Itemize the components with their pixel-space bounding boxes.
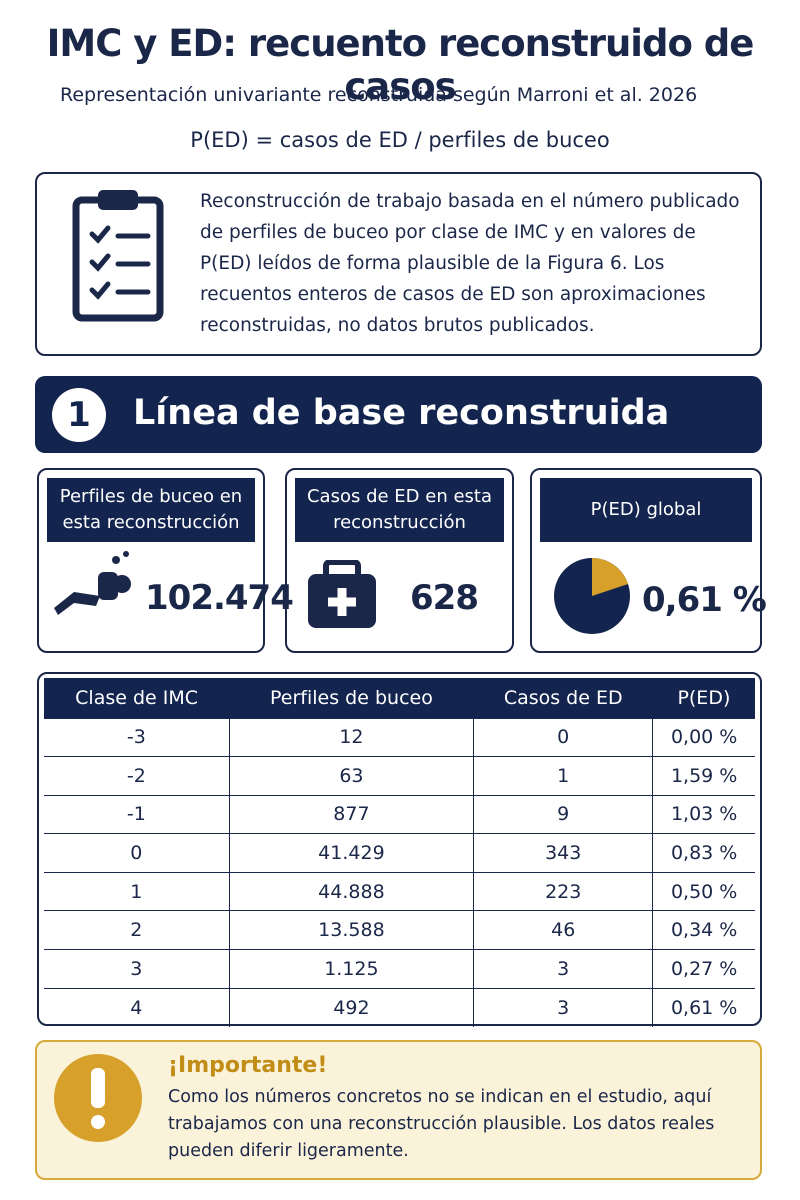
table-row: -1 877 9 1,03 % [44, 794, 755, 834]
table-cell: 13.588 [228, 910, 474, 950]
title: IMC y ED: recuento reconstruido de casos [46, 22, 755, 108]
stat-value: 628 [410, 578, 479, 618]
stat-label: Perfiles de buceo en esta reconstrucción [47, 478, 255, 542]
table-cell: 0 [473, 717, 653, 757]
stat-card: Perfiles de buceo en esta reconstrucción [37, 468, 265, 653]
table-row: 1 44.888 223 0,50 % [44, 871, 755, 911]
important-title: ¡Importante! [168, 1053, 328, 1078]
table-cell: -2 [44, 756, 230, 796]
table-cell: 492 [228, 987, 474, 1027]
table-row: 0 41.429 343 0,83 % [44, 833, 755, 873]
stat-value: 0,61 % [642, 580, 767, 620]
table-cell: 4 [44, 987, 230, 1027]
table-cell: 1 [473, 756, 653, 796]
diver-icon [54, 551, 131, 615]
section-number: 1 [52, 388, 106, 442]
table-cell: 343 [473, 833, 653, 873]
table-cell: 0,50 % [652, 871, 755, 911]
column-header: P(ED) [652, 678, 755, 718]
clipboard-icon [72, 190, 164, 322]
column-header: Casos de ED [473, 678, 653, 718]
table-cell: 0,61 % [652, 987, 755, 1027]
stat-label: P(ED) global [540, 478, 752, 542]
section-banner [35, 376, 762, 453]
table-cell: 3 [473, 987, 653, 1027]
table-cell: 1,59 % [652, 756, 755, 796]
table-cell: 0,27 % [652, 949, 755, 989]
formula: P(ED) = casos de ED / perfiles de buceo [190, 128, 610, 152]
table-cell: 2 [44, 910, 230, 950]
note-box [35, 172, 762, 356]
table-cell: -3 [44, 717, 230, 757]
table-cell: 0,00 % [652, 717, 755, 757]
important-box [35, 1040, 762, 1180]
table-cell: 1,03 % [652, 794, 755, 834]
data-table: Clase de IMC Perfiles de buceo Casos de ED… [44, 678, 755, 1027]
column-header: Clase de IMC [44, 678, 230, 718]
column-header: Perfiles de buceo [229, 678, 474, 718]
table-cell: 3 [44, 949, 230, 989]
table-cell: 41.429 [228, 833, 474, 873]
medkit-icon [308, 560, 376, 628]
table-cell: 46 [473, 910, 653, 950]
table-row: -3 12 0 0,00 % [44, 717, 755, 757]
table-cell: 1.125 [228, 949, 474, 989]
table-cell: 0,34 % [652, 910, 755, 950]
warning-icon [54, 1054, 142, 1142]
table-cell: 63 [228, 756, 474, 796]
table-cell: 3 [473, 949, 653, 989]
table-row: -2 63 1 1,59 % [44, 756, 755, 796]
stat-card: P(ED) global [530, 468, 762, 653]
note-text: Reconstrucción de trabajo basada en el n… [200, 191, 740, 336]
table-cell: 12 [228, 717, 474, 757]
section-title: Línea de base reconstruida [133, 393, 670, 433]
table-cell: 0 [44, 833, 230, 873]
table-cell: 0,83 % [652, 833, 755, 873]
table-cell: 1 [44, 871, 230, 911]
table-cell: 9 [473, 794, 653, 834]
table-row: 2 13.588 46 0,34 % [44, 910, 755, 950]
table-cell: -1 [44, 794, 230, 834]
stat-card: Casos de ED en esta reconstrucción [285, 468, 514, 653]
table-cell: 223 [473, 871, 653, 911]
pie-icon [554, 558, 630, 634]
table-row: 4 492 3 0,61 % [44, 987, 755, 1027]
table-cell: 877 [228, 794, 474, 834]
table-header: Clase de IMC Perfiles de buceo Casos de ED… [44, 678, 755, 718]
stat-value: 102.474 [145, 578, 294, 618]
stat-label: Casos de ED en esta reconstrucción [295, 478, 504, 542]
table-cell: 44.888 [228, 871, 474, 911]
important-text: Como los números concretos no se indican… [168, 1087, 715, 1161]
subtitle: Representación univariante reconstruida … [60, 84, 698, 106]
table-row: 3 1.125 3 0,27 % [44, 949, 755, 989]
